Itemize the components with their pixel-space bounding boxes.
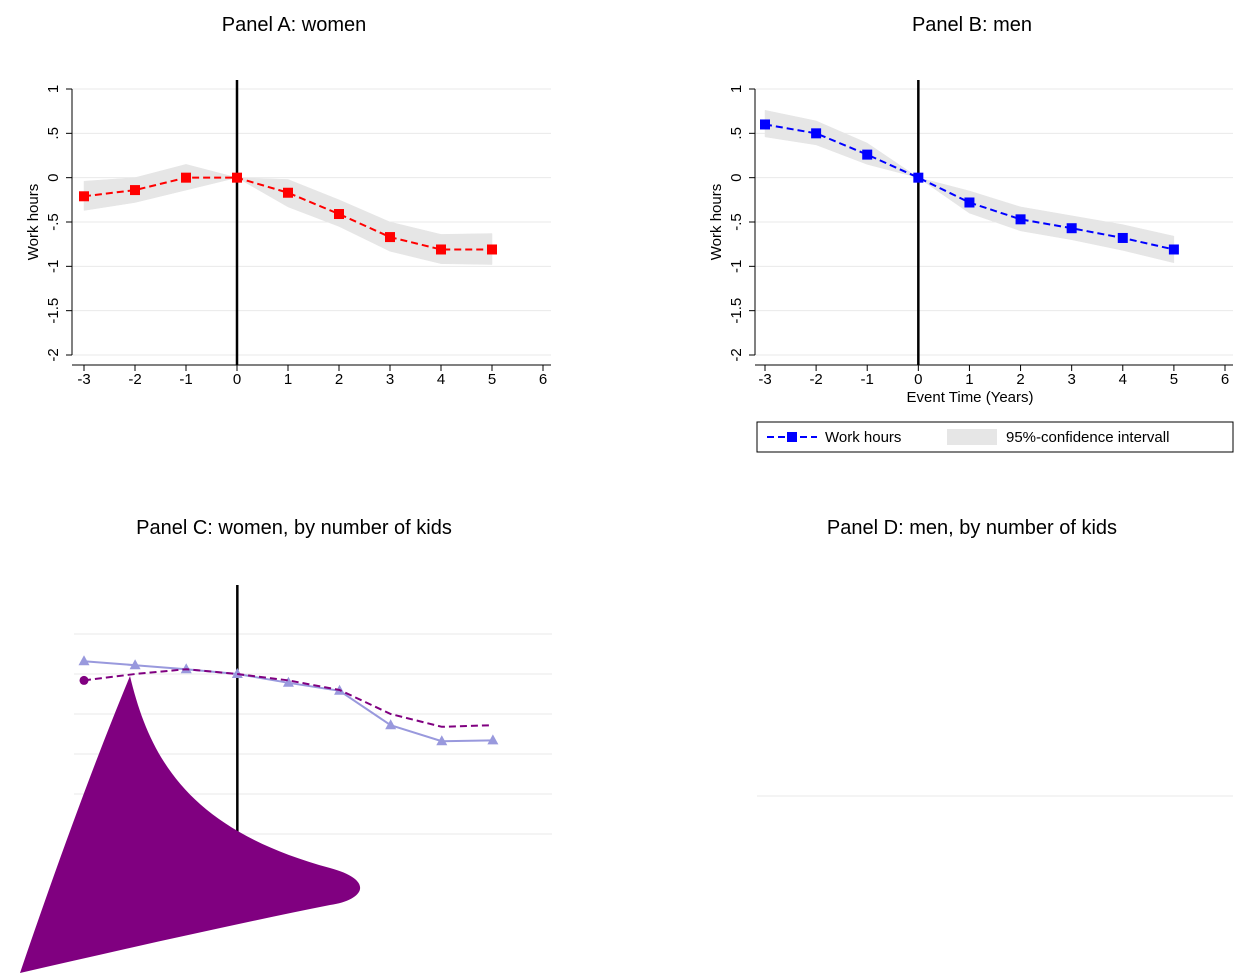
marker <box>436 735 448 746</box>
y-tick-label: .5 <box>45 127 62 140</box>
x-tick-label: 2 <box>1016 371 1024 388</box>
y-axis-label: Work hours <box>25 184 42 260</box>
marker <box>334 209 344 220</box>
x-tick-label: 3 <box>386 371 394 388</box>
marker <box>181 172 191 183</box>
marker <box>964 197 975 208</box>
legend-label: Work hours <box>825 429 901 446</box>
marker <box>282 676 294 687</box>
x-tick-label: 1 <box>965 371 973 388</box>
marker <box>129 659 141 670</box>
y-tick-label: 0 <box>45 173 62 181</box>
panel-title: Panel B: men <box>912 14 1032 36</box>
marker <box>787 432 797 442</box>
y-tick-label: 1 <box>728 85 745 93</box>
y-tick-label: -1.5 <box>728 298 745 324</box>
x-tick-label: -1 <box>861 371 874 388</box>
panel-title: Panel D: men, by number of kids <box>827 517 1117 539</box>
marker <box>79 675 89 685</box>
y-axis-label: Work hours <box>708 184 725 260</box>
marker <box>385 232 395 243</box>
series-line <box>83 176 492 251</box>
x-tick-label: -1 <box>179 371 192 388</box>
y-tick-label: -.5 <box>728 213 745 231</box>
y-tick-label: -2 <box>728 348 745 361</box>
x-tick-label: 4 <box>1119 371 1127 388</box>
y-tick-label: .5 <box>728 127 745 140</box>
marker <box>811 128 822 139</box>
panel-title: Panel A: women <box>222 14 367 36</box>
series-line <box>83 668 493 728</box>
x-tick-label: 6 <box>539 371 547 388</box>
y-tick-label: -1 <box>45 260 62 273</box>
y-tick-label: 0 <box>728 173 745 181</box>
marker <box>79 191 89 202</box>
marker <box>1117 232 1128 243</box>
render-artifact <box>20 676 361 973</box>
x-tick-label: 1 <box>284 371 292 388</box>
panel-title: Panel C: women, by number of kids <box>136 517 452 539</box>
marker <box>862 149 873 160</box>
y-tick-label: 1 <box>45 85 62 93</box>
marker <box>436 244 446 255</box>
marker <box>232 172 242 183</box>
x-tick-label: -3 <box>77 371 90 388</box>
x-tick-label: 6 <box>1221 371 1229 388</box>
marker <box>385 719 397 730</box>
marker <box>760 119 770 130</box>
x-tick-label: 3 <box>1067 371 1075 388</box>
x-tick-label: 2 <box>335 371 343 388</box>
x-tick-label: 4 <box>437 371 445 388</box>
marker <box>913 172 924 183</box>
x-tick-label: 0 <box>233 371 241 388</box>
y-tick-label: -1 <box>728 260 745 273</box>
x-tick-label: 5 <box>488 371 496 388</box>
legend-swatch <box>947 429 997 445</box>
marker <box>283 187 293 198</box>
x-axis-label: Event Time (Years) <box>907 389 1034 406</box>
y-tick-label: -.5 <box>45 213 62 231</box>
marker <box>1168 244 1179 255</box>
marker <box>487 244 497 255</box>
marker <box>130 185 140 196</box>
y-tick-label: -2 <box>45 348 62 361</box>
x-tick-label: 0 <box>914 371 922 388</box>
legend-label: 95%-confidence intervall <box>1006 429 1169 446</box>
x-tick-label: -2 <box>128 371 141 388</box>
y-tick-label: -1.5 <box>45 298 62 324</box>
x-tick-label: 5 <box>1170 371 1178 388</box>
marker <box>78 655 90 666</box>
marker <box>487 734 499 745</box>
marker <box>1015 214 1026 225</box>
x-tick-label: -2 <box>809 371 822 388</box>
marker <box>1066 223 1077 234</box>
x-tick-label: -3 <box>758 371 771 388</box>
